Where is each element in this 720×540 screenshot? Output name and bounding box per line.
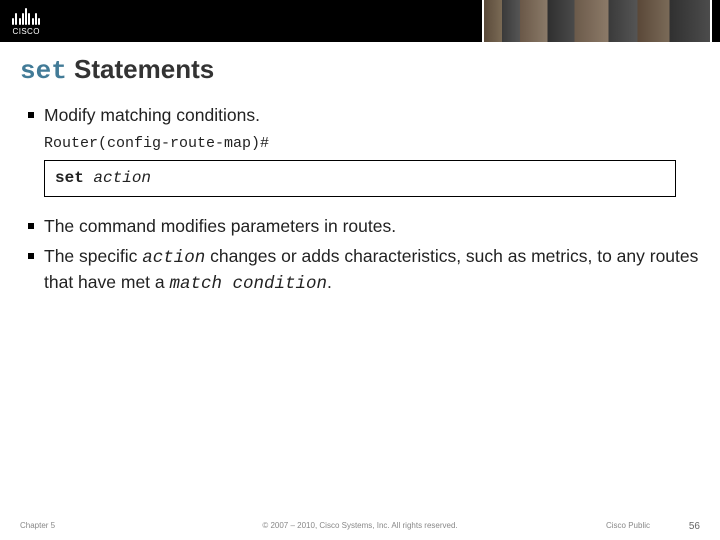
footer-chapter: Chapter 5 <box>20 521 55 530</box>
page-title: set Statements <box>0 42 720 86</box>
b2-code1: action <box>142 248 205 268</box>
logo-text: CISCO <box>13 27 40 36</box>
command-arg: action <box>93 169 151 187</box>
b2-part1: The specific <box>44 246 142 266</box>
bullet-icon <box>28 253 34 259</box>
bullet-intro: Modify matching conditions. <box>28 104 700 128</box>
cisco-logo: CISCO <box>12 7 40 36</box>
title-rest: Statements <box>67 54 214 84</box>
footer-page-number: 56 <box>689 521 700 532</box>
b2-code2: match condition <box>170 274 328 294</box>
content-area: Modify matching conditions. Router(confi… <box>0 86 720 296</box>
router-prompt: Router(config-route-map)# <box>44 134 700 154</box>
footer: Chapter 5 © 2007 – 2010, Cisco Systems, … <box>0 521 720 530</box>
header-band: CISCO <box>0 0 720 42</box>
logo-bars-icon <box>12 7 40 25</box>
bullet-icon <box>28 223 34 229</box>
bullet-1-text: The command modifies parameters in route… <box>44 215 396 239</box>
bullet-2-text: The specific action changes or adds char… <box>44 245 700 296</box>
command-keyword: set <box>55 169 84 187</box>
footer-copyright: © 2007 – 2010, Cisco Systems, Inc. All r… <box>262 521 457 530</box>
b2-part3: . <box>327 272 332 292</box>
command-box: set action <box>44 160 676 198</box>
photo-strip <box>482 0 712 42</box>
bullet-1: The command modifies parameters in route… <box>28 215 700 239</box>
bullet-intro-text: Modify matching conditions. <box>44 104 260 128</box>
bullet-2: The specific action changes or adds char… <box>28 245 700 296</box>
footer-public: Cisco Public <box>606 521 650 530</box>
bullet-icon <box>28 112 34 118</box>
title-code: set <box>20 56 67 86</box>
